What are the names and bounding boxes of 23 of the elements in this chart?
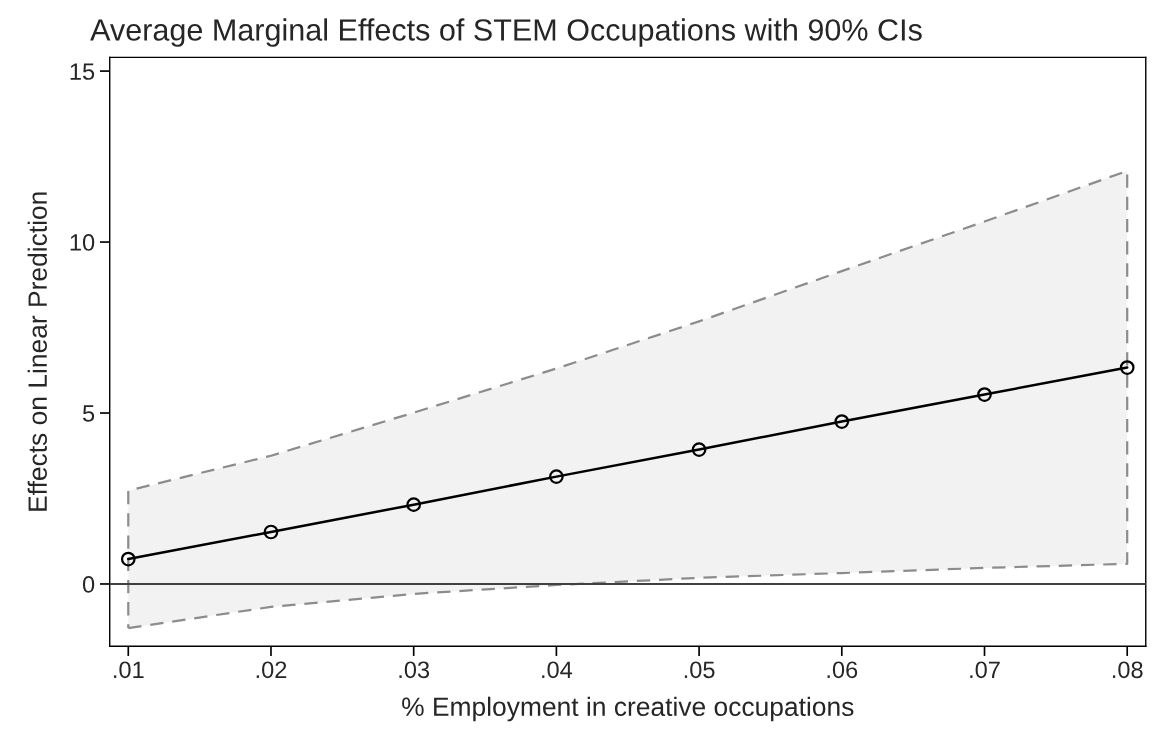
point [263, 524, 279, 540]
point [406, 497, 422, 513]
point [691, 442, 707, 457]
x-tick-label: .04 [542, 661, 573, 679]
y-tick-label: 5 [82, 405, 95, 422]
x-axis-title: % Employment in creative occupations [402, 696, 854, 722]
x-tick-label: .03 [399, 661, 430, 679]
x-tick-label: .01 [114, 661, 144, 679]
point [1119, 360, 1135, 375]
y-axis-title: Effects on Linear Prediction [27, 192, 47, 511]
point [977, 387, 992, 402]
x-tick-label: .05 [684, 661, 715, 679]
chart-title: Average Marginal Effects of STEM Occupations with 90% CIs [90, 18, 922, 47]
y-tick-label: 15 [70, 63, 95, 80]
point [834, 414, 850, 429]
x-tick-label: .06 [827, 661, 858, 679]
y-tick-label: 0 [82, 576, 95, 593]
y-tick-label: 10 [70, 234, 95, 251]
x-tick-label: .02 [256, 661, 287, 679]
point [549, 469, 564, 484]
x-tick-label: .07 [970, 661, 1000, 679]
x-tick-label: .08 [1112, 661, 1143, 679]
point [120, 551, 136, 567]
